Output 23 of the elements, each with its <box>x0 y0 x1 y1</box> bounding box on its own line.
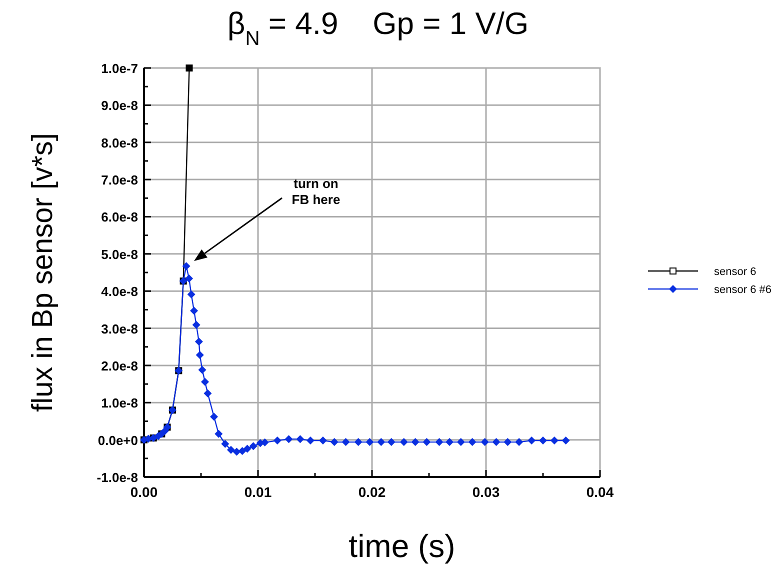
y-tick-label: 8.0e-8 <box>101 135 138 150</box>
y-tick-label: 1.0e-8 <box>101 396 138 411</box>
y-tick-label: 6.0e-8 <box>101 210 138 225</box>
x-tick-label: 0.04 <box>586 484 614 500</box>
legend-label: sensor 6 #6 <box>714 284 772 296</box>
y-tick-label: 5.0e-8 <box>101 246 138 262</box>
y-tick-label: 9.0e-8 <box>101 98 138 114</box>
y-tick-label: -1.0e-8 <box>96 470 138 485</box>
x-tick-label: 0.03 <box>472 484 500 500</box>
y-tick-label: 4.0e-8 <box>101 284 138 300</box>
x-tick-label: 0.00 <box>130 484 158 500</box>
y-tick-label: 3.0e-8 <box>101 321 138 336</box>
y-axis-title: flux in Bp sensor [v*s] <box>27 133 59 412</box>
y-tick-label: 0.0e+0 <box>98 432 138 448</box>
y-tick-label: 1.0e-7 <box>101 61 138 76</box>
annotation: turn on FB here <box>292 176 340 207</box>
chart-title: β$_{N}$ = 4.9 Gp = 1 V/G <box>227 6 529 50</box>
x-axis-title: time (s) <box>348 528 456 564</box>
legend-label: sensor 6 <box>714 266 756 278</box>
x-tick-label: 0.01 <box>244 484 272 500</box>
y-tick-label: 7.0e-8 <box>101 172 138 188</box>
y-tick-label: 2.0e-8 <box>101 358 138 374</box>
x-tick-label: 0.02 <box>358 484 386 500</box>
